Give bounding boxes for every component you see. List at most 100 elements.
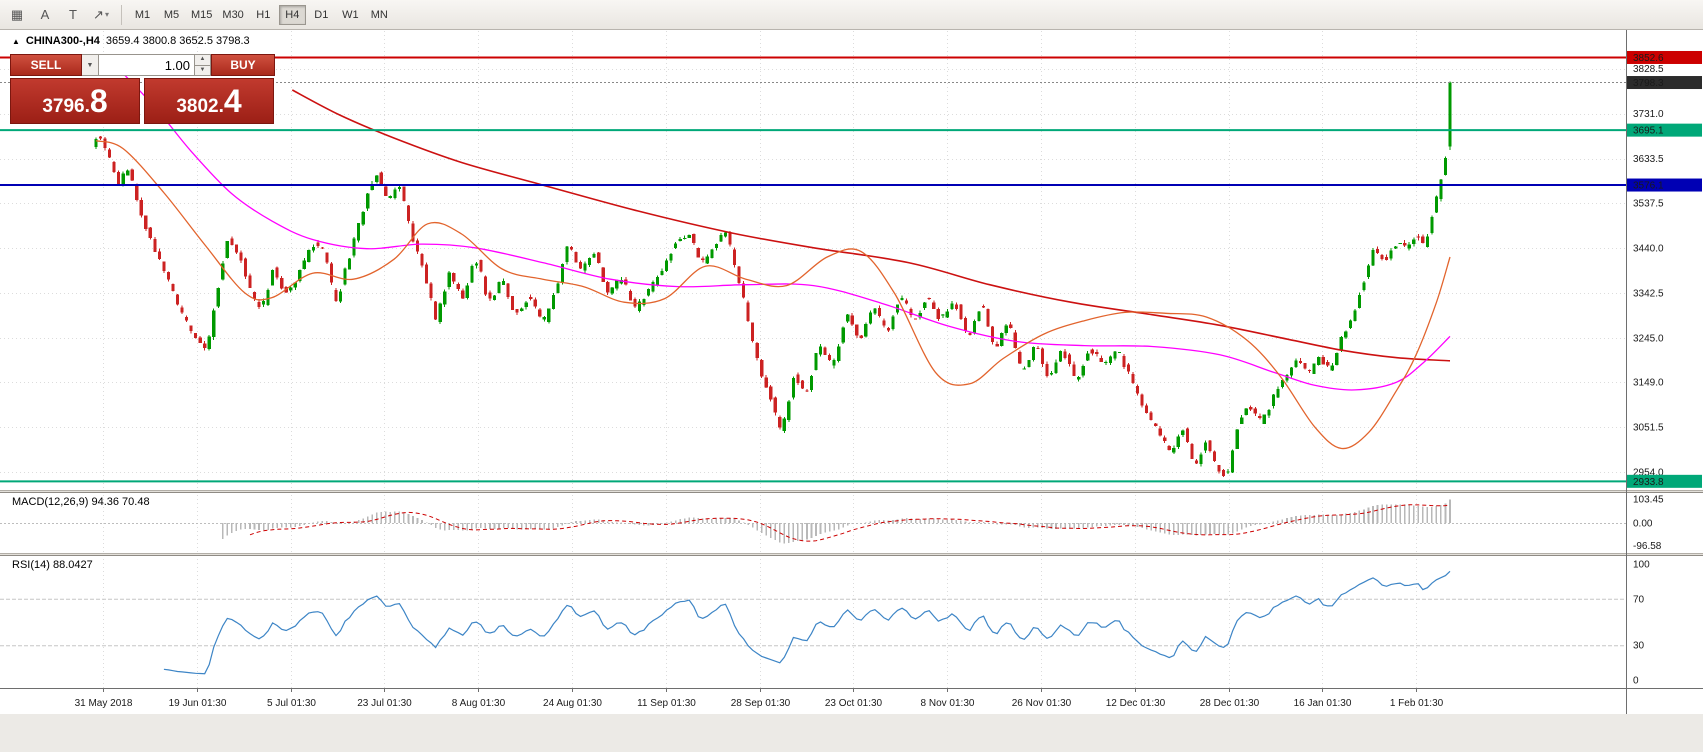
rsi-axis-label: 30 [1633,641,1645,652]
buy-price-display[interactable]: 3802. 4 [144,78,274,124]
price-axis-label: 3245.0 [1633,333,1664,344]
price-axis-label: 3440.0 [1633,243,1664,254]
price-marker-3798.3: 3798.3 [1633,78,1664,89]
timeframe-button-h4[interactable]: H4 [278,4,306,25]
macd-axis-label: 103.45 [1633,495,1664,506]
rsi-axis-label: 0 [1633,676,1639,687]
rsi-axis-label: 100 [1633,560,1650,571]
macd-indicator-label: MACD(12,26,9) 94.36 70.48 [12,496,150,508]
main-toolbar: ▦ A T ↗ ▾ M1 M5 M15 M30 H1 H4 D1 W1 MN [0,0,1703,30]
trade-prices-row: 3796. 8 3802. 4 [10,78,278,124]
horizontal-level-lines [0,56,1626,483]
text-tool-button[interactable]: T [60,3,86,27]
chart-background [0,30,1703,752]
buy-price-main: 3802. [176,96,224,117]
price-axis-label: 3342.5 [1633,288,1664,299]
candlesticks [94,81,1452,478]
time-axis-label: 16 Jan 01:30 [1294,698,1352,709]
price-axis-label: 3731.0 [1633,109,1664,120]
time-axis-label: 26 Nov 01:30 [1012,698,1072,709]
macd-axis-label: -96.58 [1633,541,1662,552]
price-marker-3852.6: 3852.6 [1633,53,1664,64]
rsi-indicator-label: RSI(14) 88.0427 [12,559,93,571]
price-chart-svg: 31 May 2018 19 Jun 01:30 5 Jul 01:30 23 Jul… [0,30,1703,752]
timeframe-button-m5[interactable]: M5 [158,5,185,25]
text-label-icon: A [40,7,50,22]
collapse-triangle-icon[interactable]: ▲ [12,36,20,46]
volume-decrease-button[interactable]: ▼ [195,64,211,76]
dropdown-caret-icon: ▾ [104,10,109,19]
time-axis-label: 8 Aug 01:30 [452,698,506,709]
price-axis-label: 3149.0 [1633,378,1664,389]
chart-window[interactable]: 31 May 2018 19 Jun 01:30 5 Jul 01:30 23 Jul… [0,30,1703,752]
timeframe-button-w1[interactable]: W1 [337,5,364,25]
time-axis-label: 5 Jul 01:30 [267,698,316,709]
price-axis-label: 3633.5 [1633,154,1664,165]
trendline-icon: ↗ [93,6,104,22]
text-tool-icon: T [69,7,77,22]
time-axis-label: 28 Sep 01:30 [731,698,791,709]
sell-price-main: 3796. [42,96,90,117]
rsi-pane [0,570,1626,675]
time-axis-label: 31 May 2018 [75,698,133,709]
one-click-trading-panel: SELL ▼ ▲ ▼ BUY 3796.8 3802.4 [10,54,278,124]
chart-grid [0,31,1626,688]
volume-dropdown-button[interactable]: ▼ [82,54,99,76]
price-axis-label: 3537.5 [1633,198,1664,209]
pane-separator[interactable] [0,490,1703,493]
macd-axis-label: 0.00 [1633,519,1653,530]
rsi-axis-label: 70 [1633,594,1645,605]
crosshair-tool-button[interactable]: ▦ [4,3,30,27]
symbol-period-label: CHINA300-,H4 [25,35,100,47]
price-axis-label: 3051.5 [1633,423,1664,434]
time-axis-label: 19 Jun 01:30 [169,698,227,709]
sell-button[interactable]: SELL [10,54,82,76]
time-axis-label: 8 Nov 01:30 [921,698,975,709]
crosshair-icon: ▦ [10,6,24,22]
timeframe-button-d1[interactable]: D1 [308,5,335,25]
buy-button[interactable]: BUY [211,54,275,76]
ma-slow [291,89,1451,362]
time-axis-label: 28 Dec 01:30 [1200,698,1260,709]
price-marker-3695.1: 3695.1 [1633,126,1664,137]
toolbar-separator [121,4,122,25]
ma-medium [122,72,1451,391]
timeframe-button-h1[interactable]: H1 [250,5,277,25]
sell-price-pip: 8 [89,83,108,119]
volume-input[interactable] [99,54,195,76]
macd-pane [0,499,1626,544]
time-axis[interactable]: 31 May 2018 19 Jun 01:30 5 Jul 01:30 23 Jul… [0,688,1703,709]
ohlc-values: 3659.4 3800.8 3652.5 3798.3 [105,35,250,47]
price-axis[interactable]: 3828.5 3731.0 3633.5 3537.5 3440.0 3342.5 3245… [1626,30,1665,714]
price-marker-3576.1: 3576.1 [1633,181,1664,192]
time-axis-label: 23 Jul 01:30 [357,698,412,709]
rsi-line [163,570,1451,675]
buy-price-pip: 4 [223,83,242,119]
moving-averages [95,72,1451,450]
price-axis-label: 2954.0 [1633,468,1664,479]
timeframe-button-mn[interactable]: MN [366,5,393,25]
ma-fast [95,140,1451,450]
time-axis-label: 24 Aug 01:30 [543,698,602,709]
timeframe-button-m30[interactable]: M30 [218,5,247,25]
time-axis-label: 12 Dec 01:30 [1106,698,1166,709]
price-axis-label: 3828.5 [1633,64,1664,75]
timeframe-button-m1[interactable]: M1 [129,5,156,25]
sell-price-display[interactable]: 3796. 8 [10,78,140,124]
time-axis-label: 1 Feb 01:30 [1390,698,1444,709]
line-tool-button[interactable]: ↗ ▾ [88,3,114,27]
macd-signal-line [249,504,1451,542]
window-bottom-filler [0,714,1703,752]
trade-controls-row: SELL ▼ ▲ ▼ BUY [10,54,278,76]
time-axis-label: 23 Oct 01:30 [825,698,883,709]
volume-increase-button[interactable]: ▲ [195,54,211,65]
timeframe-button-m15[interactable]: M15 [187,5,216,25]
dropdown-arrow-icon: ▼ [86,61,94,69]
chart-title-bar: ▲ CHINA300-,H4 3659.4 3800.8 3652.5 3798… [12,35,250,47]
time-axis-label: 11 Sep 01:30 [637,698,696,709]
price-marker-2933.8: 2933.8 [1633,477,1664,488]
text-label-tool-button[interactable]: A [32,3,58,27]
volume-spinner: ▲ ▼ [195,54,211,76]
pane-separator[interactable] [0,553,1703,556]
